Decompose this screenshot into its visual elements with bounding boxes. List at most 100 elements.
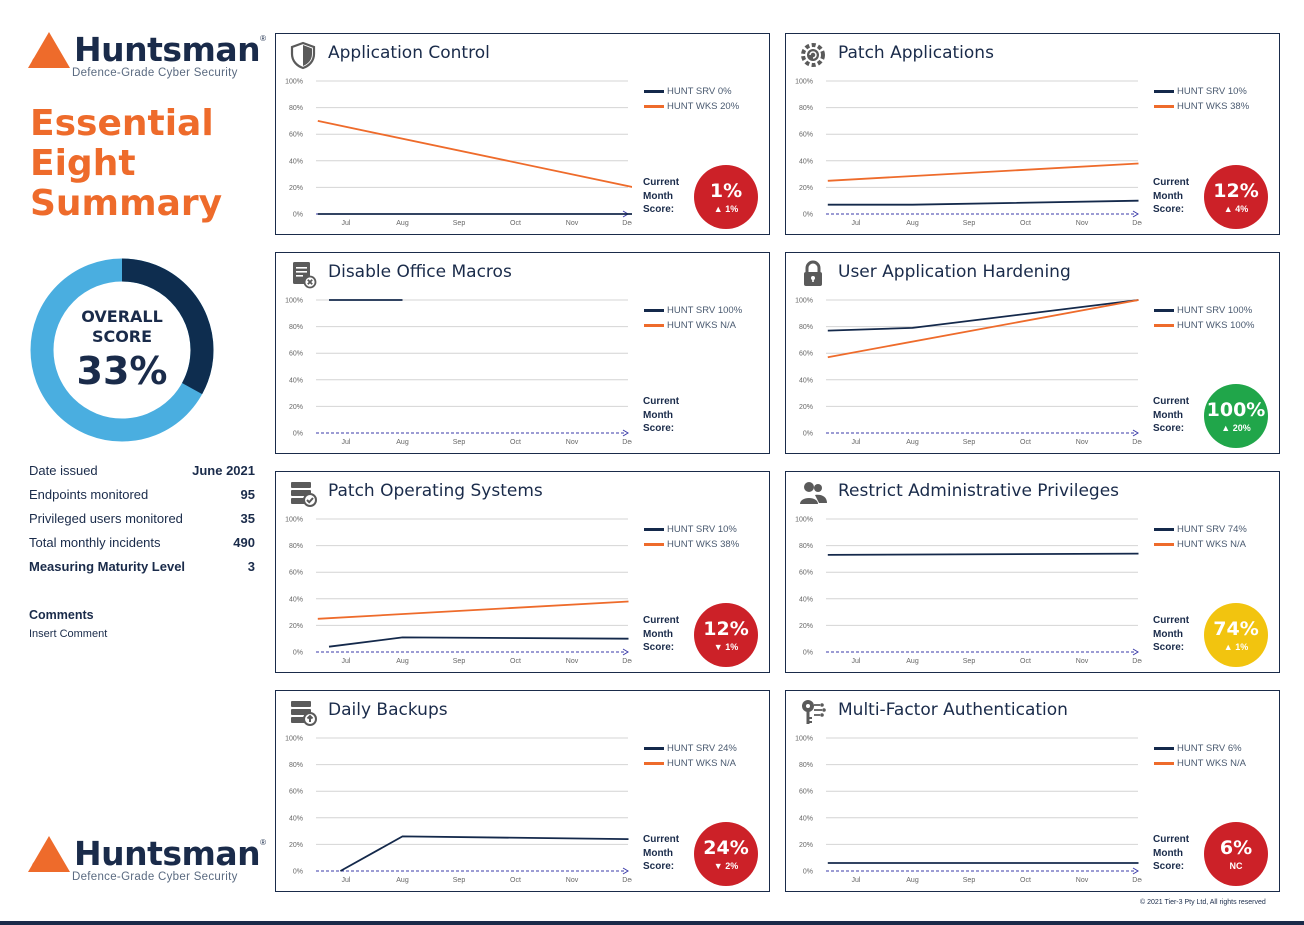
panel-patch-operating-systems: Patch Operating Systems 0% 20% 40% 60% 80% 100… xyxy=(275,471,770,673)
panel-title: Patch Applications xyxy=(838,43,994,63)
x-tick-label: Aug xyxy=(396,439,409,446)
brand-footer: Huntsman ® Defence-Grade Cyber Security xyxy=(28,834,266,883)
panel-title: User Application Hardening xyxy=(838,262,1071,282)
panel-disable-office-macros: Disable Office Macros 0% 20% 40% 60% 80% 100% J… xyxy=(275,252,770,454)
stat-incidents: Total monthly incidents 490 xyxy=(29,530,255,554)
line-chart: 0% 20% 40% 60% 80% 100% Jul Aug Sep Oct Nov Dec xyxy=(285,736,632,885)
padlock-icon xyxy=(798,259,828,289)
series-line-0 xyxy=(827,299,1139,332)
legend-label: HUNT SRV 100% xyxy=(667,305,743,316)
stat-label: Privileged users monitored xyxy=(29,510,183,526)
legend-swatch xyxy=(1154,528,1174,531)
panel-title: Disable Office Macros xyxy=(328,262,512,282)
y-tick-label: 40% xyxy=(289,815,303,822)
legend-swatch xyxy=(1154,309,1174,312)
series-line-1 xyxy=(827,299,1139,359)
stat-value: 35 xyxy=(240,510,255,526)
series-line-0 xyxy=(339,835,629,872)
x-tick-label: Jul xyxy=(852,658,861,665)
legend-swatch xyxy=(644,90,664,93)
legend-label: HUNT SRV 74% xyxy=(1177,524,1247,535)
panel-daily-backups: Daily Backups 0% 20% 40% 60% 80% 100% Jul Aug Sep… xyxy=(275,690,770,892)
cms-score: Score: xyxy=(643,204,675,215)
chart-legend: HUNT SRV 100% HUNT WKS 100% xyxy=(1154,303,1254,333)
x-axis-arrow xyxy=(1132,210,1139,218)
x-tick-label: Jul xyxy=(852,220,861,227)
huntsman-logo-icon xyxy=(28,31,70,68)
brand-header: Huntsman ® Defence-Grade Cyber Security xyxy=(28,30,266,79)
cms-current: Current xyxy=(1153,396,1190,407)
huntsman-logo-icon xyxy=(28,835,70,872)
y-tick-label: 40% xyxy=(799,596,813,603)
stats-list: Date issued June 2021 Endpoints monitore… xyxy=(29,458,255,578)
x-tick-label: Oct xyxy=(1020,877,1031,884)
key-circuit-icon xyxy=(798,697,828,727)
stat-privileged-users: Privileged users monitored 35 xyxy=(29,506,255,530)
cms-current: Current xyxy=(1153,615,1190,626)
x-tick-label: Dec xyxy=(1132,439,1142,446)
legend-label: HUNT WKS 20% xyxy=(667,101,740,112)
panel-title: Patch Operating Systems xyxy=(328,481,543,501)
brand-name: Huntsman xyxy=(74,834,261,873)
x-tick-label: Oct xyxy=(1020,658,1031,665)
cms-current: Current xyxy=(643,396,680,407)
panel-multi-factor-authentication: Multi-Factor Authentication 0% 20% 40% 60% 80… xyxy=(785,690,1280,892)
x-tick-label: Aug xyxy=(906,220,919,227)
stat-value: 490 xyxy=(233,534,255,550)
overall-label-1: OVERALL xyxy=(81,307,163,326)
line-chart: 0% 20% 40% 60% 80% 100% Jul Aug Sep Oct Nov Dec xyxy=(795,517,1142,666)
shield-icon xyxy=(288,40,318,70)
copyright-footer: © 2021 Tier-3 Pty Ltd, All rights reserv… xyxy=(1140,899,1266,906)
series-line-0 xyxy=(827,552,1139,556)
cms-current: Current xyxy=(1153,177,1190,188)
current-month-score-label: Current Month Score: xyxy=(1153,614,1189,655)
legend-swatch xyxy=(1154,747,1174,750)
panel-title: Multi-Factor Authentication xyxy=(838,700,1068,720)
y-tick-label: 20% xyxy=(289,185,303,192)
legend-swatch xyxy=(644,528,664,531)
cms-current: Current xyxy=(643,834,680,845)
x-tick-label: Aug xyxy=(906,877,919,884)
cms-month: Month xyxy=(643,628,673,640)
badge-delta: NC xyxy=(1229,861,1243,871)
y-tick-label: 40% xyxy=(289,377,303,384)
stat-label: Total monthly incidents xyxy=(29,534,161,550)
legend-item: HUNT WKS N/A xyxy=(644,756,737,771)
x-axis-arrow xyxy=(622,429,629,437)
current-month-score-label: Current Month Score: xyxy=(643,614,679,655)
stat-value: 95 xyxy=(240,486,255,502)
y-tick-label: 0% xyxy=(803,212,813,219)
x-tick-label: Sep xyxy=(453,877,466,884)
badge-delta: ▼ 1% xyxy=(713,642,739,652)
legend-swatch xyxy=(1154,324,1174,327)
y-tick-label: 80% xyxy=(289,105,303,112)
line-chart: 0% 20% 40% 60% 80% 100% Jul Aug Sep Oct Nov Dec xyxy=(285,517,632,666)
cms-current: Current xyxy=(1153,834,1190,845)
cms-month: Month xyxy=(1153,190,1183,202)
overall-score-donut: OVERALL SCORE 33% xyxy=(28,256,216,444)
comments-body[interactable]: Insert Comment xyxy=(29,628,108,640)
legend-label: HUNT SRV 6% xyxy=(1177,743,1242,754)
y-tick-label: 0% xyxy=(803,869,813,876)
bottom-rule xyxy=(0,921,1304,925)
y-tick-label: 40% xyxy=(799,377,813,384)
cms-score: Score: xyxy=(1153,861,1185,872)
x-tick-label: Jul xyxy=(342,439,351,446)
y-tick-label: 60% xyxy=(289,351,303,358)
cms-score: Score: xyxy=(1153,423,1185,434)
y-tick-label: 20% xyxy=(799,842,813,849)
current-month-score-label: Current Month Score: xyxy=(1153,395,1189,436)
current-month-score-label: Current Month Score: xyxy=(1153,176,1189,217)
line-chart: 0% 20% 40% 60% 80% 100% Jul Aug Sep Oct Nov Dec xyxy=(795,736,1142,885)
x-tick-label: Dec xyxy=(1132,658,1142,665)
y-tick-label: 60% xyxy=(799,570,813,577)
x-tick-label: Nov xyxy=(566,220,579,227)
current-month-score-label: Current Month Score: xyxy=(1153,833,1189,874)
legend-swatch xyxy=(1154,762,1174,765)
score-badge: 6% NC xyxy=(1204,822,1268,886)
legend-label: HUNT SRV 10% xyxy=(1177,86,1247,97)
x-tick-label: Sep xyxy=(453,439,466,446)
x-tick-label: Sep xyxy=(963,877,976,884)
series-line-0 xyxy=(827,199,1139,206)
brand-reg-mark: ® xyxy=(260,838,267,847)
